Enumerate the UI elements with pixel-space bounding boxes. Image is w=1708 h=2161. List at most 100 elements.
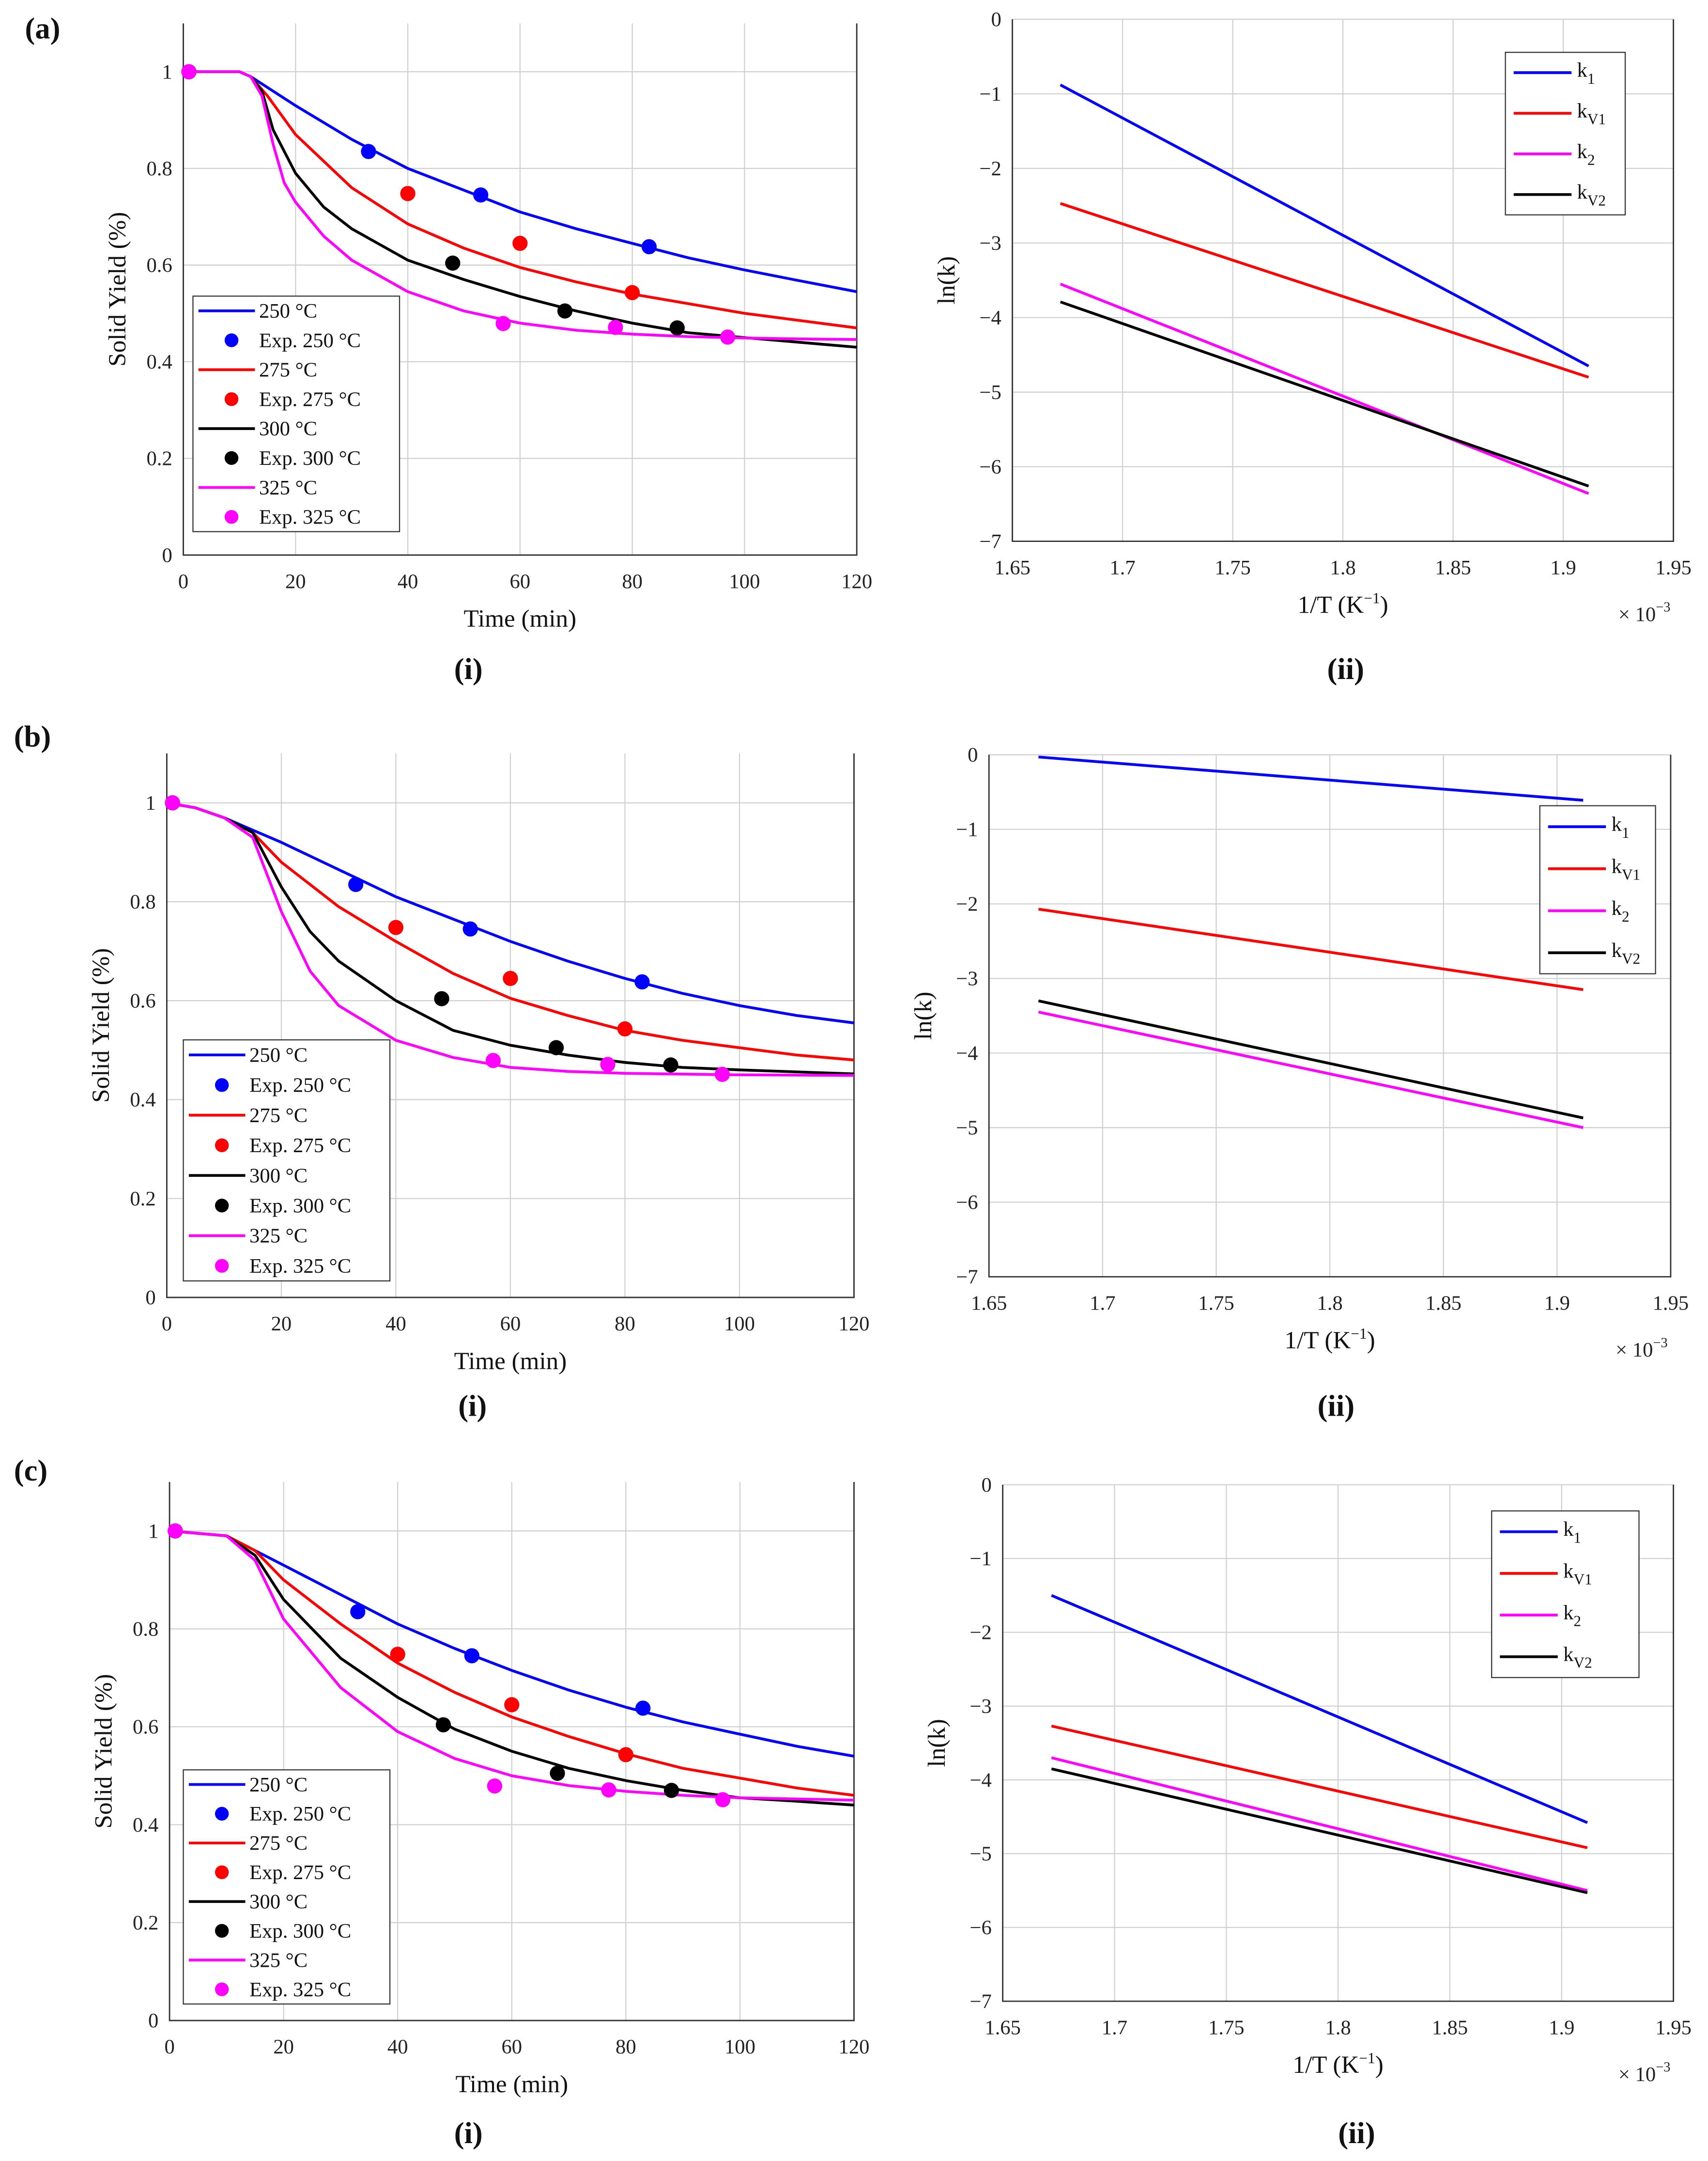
subpanel-label: (ii) bbox=[1318, 1389, 1354, 1422]
legend-label: Exp. 275 °C bbox=[249, 1134, 351, 1157]
legend-label-subscript: 1 bbox=[1622, 824, 1630, 841]
y-tick-label: −4 bbox=[979, 307, 1001, 329]
x-axis-label-text: Time (min) bbox=[464, 605, 577, 633]
x-tick-label: 1.9 bbox=[1549, 2016, 1574, 2039]
x-axis-label-text: Time (min) bbox=[454, 1347, 567, 1375]
exp-data-point bbox=[168, 1523, 183, 1539]
legend-label-base: k bbox=[1577, 99, 1588, 122]
legend-label: kV1 bbox=[1612, 855, 1641, 883]
subpanel-label: (ii) bbox=[1338, 2116, 1375, 2150]
y-tick-label: −1 bbox=[970, 1547, 992, 1570]
legend-label-subscript: V1 bbox=[1622, 866, 1640, 883]
legend-marker-swatch bbox=[224, 392, 239, 406]
x-axis-label-end: ) bbox=[1375, 2051, 1384, 2079]
exp-data-point bbox=[504, 1697, 520, 1713]
legend-label: Exp. 300 °C bbox=[249, 1194, 351, 1217]
exp-data-point bbox=[715, 1792, 731, 1807]
legend-label-base: k bbox=[1612, 855, 1622, 878]
legend-label-base: k bbox=[1563, 1643, 1574, 1666]
x-tick-label: 1.7 bbox=[1090, 1292, 1115, 1315]
x-axis-label: 1/T (K−1) bbox=[1297, 590, 1388, 619]
legend-label: Exp. 275 °C bbox=[249, 1861, 351, 1884]
y-tick-label: 0 bbox=[982, 1474, 992, 1497]
arrhenius-line-k2 bbox=[1060, 282, 1589, 495]
legend-label: k1 bbox=[1563, 1518, 1581, 1546]
legend-label: k1 bbox=[1577, 59, 1595, 87]
legend-label: Exp. 250 °C bbox=[259, 329, 361, 352]
legend-label-base: k bbox=[1577, 181, 1588, 203]
panel-label: (a) bbox=[25, 12, 61, 46]
legend-label-subscript: V1 bbox=[1573, 1571, 1592, 1588]
legend-label: 250 °C bbox=[259, 300, 317, 323]
subpanel-label: (ii) bbox=[1327, 652, 1364, 686]
exp-data-point bbox=[663, 1783, 679, 1798]
x-tick-label: 120 bbox=[841, 570, 872, 593]
x-tick-label: 1.95 bbox=[1655, 556, 1692, 579]
legend-label-base: k bbox=[1563, 1518, 1574, 1541]
y-tick-label: 0.8 bbox=[146, 157, 172, 180]
y-tick-label: 0 bbox=[968, 744, 978, 767]
exp-data-point bbox=[487, 1778, 503, 1794]
x-axis-label-text: Time (min) bbox=[455, 2070, 568, 2098]
legend-marker-swatch bbox=[224, 510, 239, 524]
x-tick-label: 1.9 bbox=[1544, 1292, 1570, 1315]
model-curve-325 bbox=[169, 1529, 854, 1802]
x-tick-label: 1.7 bbox=[1102, 2016, 1127, 2039]
exp-data-point bbox=[495, 316, 511, 331]
x-scale-exp: −3 bbox=[1656, 600, 1670, 615]
legend-label: Exp. 325 °C bbox=[259, 506, 361, 529]
arrhenius-line-k1 bbox=[1038, 756, 1584, 802]
chart-panel-5: 1.65 1.7 1.75 1.8 1.85 1.9 1.95 0 −1 −2 −3 −4 −5 −6 −7… bbox=[923, 1474, 1692, 2150]
arrhenius-line-kV2 bbox=[1060, 300, 1589, 488]
legend-marker-swatch bbox=[224, 451, 239, 465]
model-curve-250 bbox=[169, 1529, 854, 1758]
x-tick-label: 1.65 bbox=[971, 1292, 1007, 1315]
x-tick-label: 20 bbox=[273, 2036, 294, 2058]
x-axis-label-text: 1/T (K bbox=[1297, 591, 1364, 619]
legend-label-base: k bbox=[1563, 1601, 1574, 1624]
x-tick-label: 1.95 bbox=[1655, 2016, 1692, 2039]
exp-data-point bbox=[435, 1717, 451, 1733]
legend-label: 275 °C bbox=[249, 1832, 308, 1855]
panel-label: (b) bbox=[14, 719, 51, 753]
x-axis-label: Time (min) bbox=[464, 605, 577, 633]
arrhenius-line-k1 bbox=[1051, 1594, 1588, 1824]
y-tick-label: −1 bbox=[956, 818, 978, 841]
legend-label-subscript: V2 bbox=[1573, 1654, 1592, 1671]
x-tick-label: 1.95 bbox=[1653, 1292, 1689, 1315]
exp-data-point bbox=[617, 1021, 633, 1037]
x-axis-label-sup: −1 bbox=[1359, 2050, 1375, 2067]
y-tick-label: −6 bbox=[979, 456, 1001, 479]
x-tick-label: 0 bbox=[164, 2036, 174, 2058]
x-tick-label: 1.65 bbox=[994, 556, 1031, 579]
legend-label: k2 bbox=[1563, 1601, 1581, 1629]
y-tick-label: −6 bbox=[956, 1191, 978, 1214]
y-tick-label: −2 bbox=[979, 157, 1001, 180]
legend-label: 300 °C bbox=[259, 417, 317, 440]
y-tick-label: 0 bbox=[148, 2009, 158, 2032]
chart-panel-2: 0 20 40 60 80 100 120 0 0.2 0.4 0.6 0.8 1 Time (min) S… bbox=[14, 719, 870, 1422]
model-curve-325 bbox=[166, 801, 854, 1077]
x-tick-label: 100 bbox=[724, 2036, 755, 2058]
legend-marker-swatch bbox=[215, 1806, 229, 1821]
y-tick-label: 1 bbox=[145, 792, 155, 815]
y-tick-label: 1 bbox=[148, 1520, 158, 1543]
arrhenius-line-kV1 bbox=[1038, 908, 1584, 991]
legend-marker-swatch bbox=[215, 1982, 229, 1996]
x-tick-label: 1.85 bbox=[1425, 1292, 1462, 1315]
legend-marker-swatch bbox=[215, 1138, 229, 1153]
panel-label: (c) bbox=[14, 1453, 47, 1487]
arrhenius-line-k2 bbox=[1038, 1010, 1584, 1129]
legend-label: 325 °C bbox=[249, 1225, 308, 1248]
x-tick-label: 80 bbox=[622, 570, 643, 593]
y-tick-label: −2 bbox=[956, 893, 978, 916]
x-tick-label: 40 bbox=[398, 570, 418, 593]
x-tick-label: 0 bbox=[162, 1312, 172, 1335]
legend-label: Exp. 250 °C bbox=[249, 1074, 351, 1097]
x-tick-label: 1.8 bbox=[1325, 2016, 1351, 2039]
legend-label-base: k bbox=[1612, 939, 1622, 962]
x-tick-label: 80 bbox=[615, 2036, 636, 2058]
exp-data-point bbox=[663, 1057, 678, 1073]
